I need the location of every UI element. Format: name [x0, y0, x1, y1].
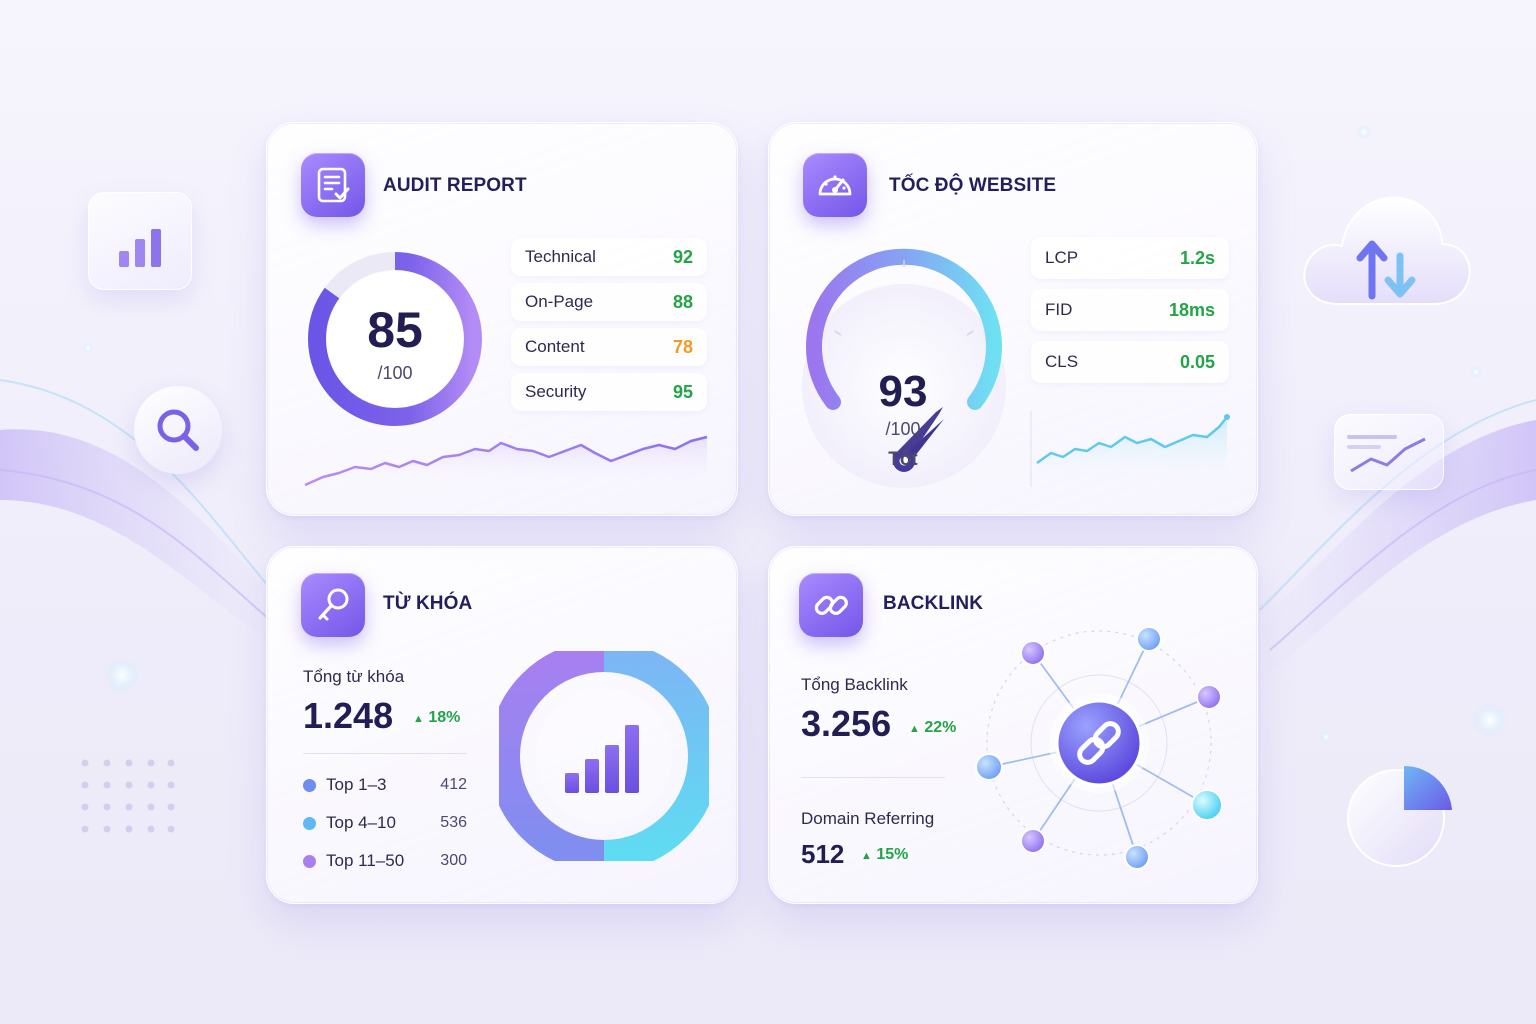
rank-label: Top 11–50 [326, 851, 405, 870]
metric-value: 78 [672, 336, 693, 357]
backlink-icon-box [799, 573, 863, 637]
vital-value: 0.05 [1179, 351, 1215, 372]
rank-value: 536 [440, 814, 467, 831]
speed-rating: Tốt [888, 449, 918, 470]
keyword-icon-box [301, 573, 365, 637]
rank-value: 412 [440, 776, 467, 793]
website-speed-card[interactable]: TỐC ĐỘ WEBSITE 93 /100 Tốt LCP 1.2s FID … [768, 122, 1258, 516]
speed-trend-sparkline [1030, 411, 1230, 489]
metric-label: Content [525, 337, 585, 356]
domain-growth-value: 15% [876, 846, 909, 863]
legend-dot [303, 816, 316, 830]
speed-gauge [802, 248, 1006, 488]
audit-trend-sparkline [304, 435, 708, 491]
audit-metric-content[interactable]: Content 78 [511, 328, 707, 366]
trend-chart-icon [1347, 435, 1426, 473]
metric-value: 92 [672, 246, 693, 267]
speed-score-max: /100 [885, 419, 921, 439]
rank-row-top-1-3[interactable]: Top 1–3 412 [303, 773, 467, 797]
vital-lcp[interactable]: LCP 1.2s [1031, 237, 1229, 279]
vital-cls[interactable]: CLS 0.05 [1031, 341, 1229, 383]
audit-score-value: 85 [367, 302, 423, 358]
rank-label: Top 1–3 [326, 775, 387, 794]
keyword-title: TỪ KHÓA [383, 593, 473, 614]
cloud-sync-icon [1303, 196, 1471, 305]
floating-bar-chart-tile [88, 192, 192, 290]
speedometer-icon [818, 175, 852, 196]
audit-report-title: AUDIT REPORT [383, 175, 527, 196]
arrow-up-icon: ▲ [909, 723, 920, 735]
metric-label: Security [525, 382, 587, 401]
metric-label: On-Page [525, 292, 594, 311]
arrow-up-icon: ▲ [861, 850, 872, 862]
bar-chart-icon [119, 229, 161, 267]
metric-value: 88 [672, 291, 693, 312]
search-icon [157, 409, 199, 451]
backlink-total-label: Tổng Backlink [801, 675, 908, 694]
audit-report-icon-box [301, 153, 365, 217]
keyword-growth: ▲ 18% [413, 709, 460, 727]
report-checklist-icon [317, 167, 350, 203]
vital-label: CLS [1045, 352, 1079, 371]
vital-value: 18ms [1168, 299, 1215, 320]
keyword-total-value: 1.248 [303, 695, 394, 736]
pie-chart-icon [1347, 765, 1452, 867]
website-speed-title: TỐC ĐỘ WEBSITE [889, 175, 1057, 196]
audit-score-ring [308, 252, 482, 426]
vital-label: LCP [1045, 248, 1079, 267]
backlink-growth-value: 22% [924, 719, 957, 736]
rank-value: 300 [440, 852, 467, 869]
audit-score-max: /100 [377, 363, 413, 383]
metric-label: Technical [525, 247, 596, 266]
backlink-growth: ▲ 22% [909, 719, 956, 737]
audit-report-card[interactable]: AUDIT REPORT 85 /100 Technical 92 On-Pag… [266, 122, 738, 516]
arrow-up-icon: ▲ [413, 713, 424, 725]
speed-gauge-arc [806, 248, 1002, 410]
keyword-total-label: Tổng từ khóa [303, 667, 405, 686]
vital-label: FID [1045, 300, 1073, 319]
chain-link-icon [814, 595, 848, 615]
audit-metric-security[interactable]: Security 95 [511, 373, 707, 411]
floating-line-chart-tile [1334, 414, 1444, 490]
keyword-donut-chart [499, 651, 709, 861]
backlink-card[interactable]: BACKLINK Tổng Backlink 3.256 ▲ 22% Domai… [768, 546, 1258, 904]
vital-value: 1.2s [1179, 247, 1215, 268]
keyword-growth-value: 18% [428, 709, 461, 726]
audit-metric-on-page[interactable]: On-Page 88 [511, 283, 707, 321]
backlink-total-value: 3.256 [801, 703, 892, 744]
dot-grid-decoration [81, 759, 175, 833]
audit-metric-technical[interactable]: Technical 92 [511, 238, 707, 276]
bar-chart-icon [565, 725, 639, 793]
floating-search-bubble [134, 386, 222, 474]
legend-dot [303, 854, 316, 868]
audit-score-arc [308, 252, 482, 426]
metric-value: 95 [672, 381, 693, 402]
key-icon [318, 588, 349, 621]
legend-dot [303, 778, 316, 792]
speed-score-value: 93 [878, 367, 928, 416]
website-speed-icon-box [803, 153, 867, 217]
rank-label: Top 4–10 [326, 813, 396, 832]
vital-fid[interactable]: FID 18ms [1031, 289, 1229, 331]
domain-referring-label: Domain Referring [801, 809, 935, 828]
backlink-network-graph [975, 626, 1223, 870]
rank-row-top-11-50[interactable]: Top 11–50 300 [303, 849, 467, 873]
keyword-divider [303, 753, 467, 754]
backlink-divider [801, 777, 945, 778]
domain-growth: ▲ 15% [861, 846, 908, 864]
keyword-card[interactable]: TỪ KHÓA Tổng từ khóa 1.248 ▲ 18% Top 1–3… [266, 546, 738, 904]
domain-referring-value: 512 [801, 839, 845, 869]
rank-row-top-4-10[interactable]: Top 4–10 536 [303, 811, 467, 835]
backlink-title: BACKLINK [883, 593, 984, 614]
